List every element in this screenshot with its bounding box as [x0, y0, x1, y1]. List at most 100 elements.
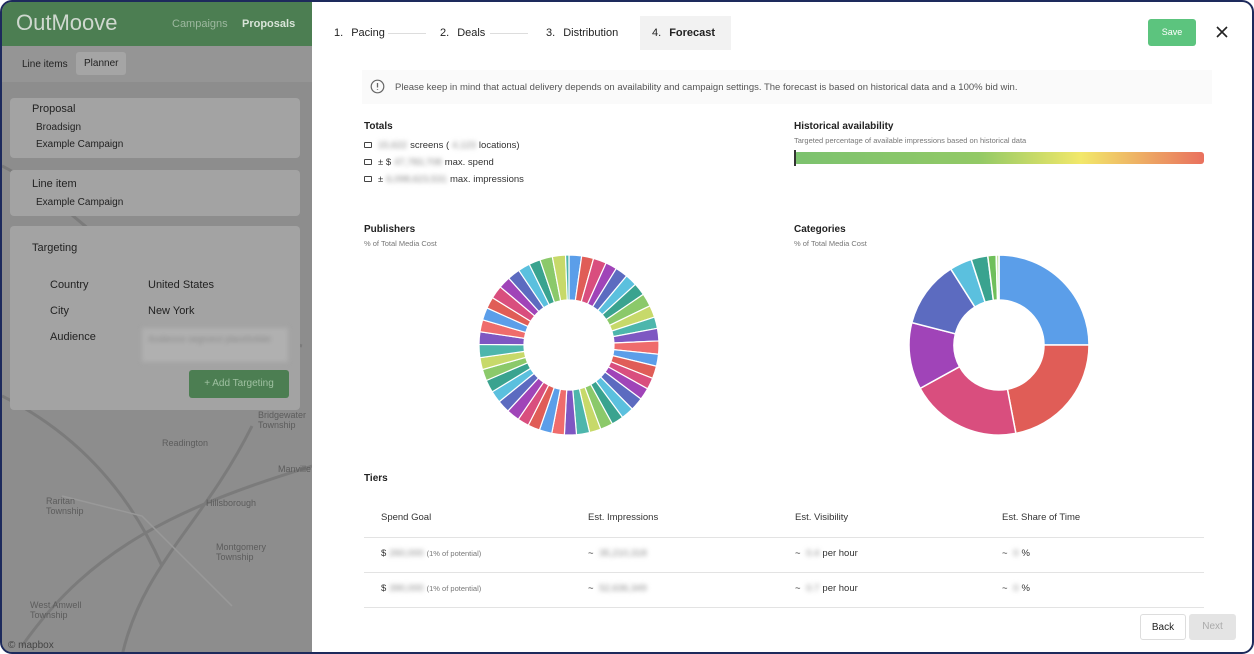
item: Broadsign — [36, 122, 82, 133]
text: ± $ — [378, 157, 392, 168]
icon — [364, 142, 372, 148]
notice-text: Please keep in mind that actual delivery… — [395, 82, 1018, 93]
tab[interactable]: Planner — [76, 52, 127, 75]
total-line: ± $47,783,708 max. spend — [364, 157, 497, 168]
text: $ — [381, 548, 387, 559]
text: ± — [378, 174, 384, 185]
text: per hour — [822, 548, 858, 559]
text: (1% of potential) — [426, 584, 482, 593]
map-label: Manville — [278, 464, 312, 474]
info-icon — [370, 79, 385, 94]
text: ~ — [588, 583, 597, 594]
chart-title: Publishers — [364, 224, 416, 235]
item: Example Campaign — [36, 197, 124, 208]
chart-subtitle: % of Total Media Cost — [794, 239, 867, 248]
pie-slice — [995, 254, 1000, 301]
step-connector — [388, 33, 426, 34]
step-number: 1. — [334, 27, 344, 39]
column-header: Spend Goal — [381, 512, 432, 523]
map-label: Readington — [162, 438, 209, 448]
chart-title: Categories — [794, 224, 846, 235]
text: $ — [381, 583, 387, 594]
item: Example Campaign — [36, 139, 124, 150]
text: ~ — [1002, 548, 1011, 559]
blurred-value: 260,000 — [389, 548, 424, 559]
label: Country — [50, 279, 89, 291]
icon — [364, 176, 372, 182]
step[interactable]: 3. Distribution — [546, 16, 618, 50]
column-header: Est. Impressions — [588, 512, 659, 523]
label: City — [50, 305, 69, 317]
map-label: Bridgewater Township — [258, 410, 307, 430]
section-title: Tiers — [364, 473, 388, 484]
cell: ~ 0.4 per hour — [795, 548, 861, 559]
targeting-card: Targeting Country United States City New… — [10, 226, 300, 410]
add-targeting-button[interactable]: + Add Targeting — [189, 370, 289, 398]
availability-bar — [794, 152, 1204, 164]
top-bar: OutMoove Campaigns Proposals — [2, 2, 312, 46]
section-subtitle: Targeted percentage of available impress… — [794, 136, 1027, 145]
cell: ~ 35,210,318 — [588, 548, 650, 559]
map-attribution: © mapbox — [8, 640, 54, 651]
text: max. impressions — [449, 174, 524, 185]
text: % — [1021, 583, 1030, 594]
step-connector — [490, 33, 528, 34]
label: Audience — [50, 331, 96, 343]
planner-panel: OutMoove Campaigns Proposals Line items … — [2, 2, 312, 652]
notice: Please keep in mind that actual delivery… — [362, 70, 1212, 104]
cell: ~ 0.7 per hour — [795, 583, 861, 594]
section-title: Historical availability — [794, 121, 894, 132]
text: ~ — [1002, 583, 1011, 594]
line-item-card: Line item Example Campaign — [10, 170, 300, 216]
step[interactable]: 2. Deals — [440, 16, 485, 50]
step[interactable]: 4. Forecast — [640, 16, 732, 50]
value: Audience segment placeholder — [142, 328, 288, 362]
cell: ~ 0% — [1002, 548, 1033, 559]
map-label: Hillsborough — [206, 498, 257, 508]
text: ~ — [795, 548, 804, 559]
card-title: Proposal — [32, 103, 76, 115]
blurred-value: 0.4 — [806, 548, 820, 559]
text: ~ — [795, 583, 804, 594]
section-title: Totals — [364, 121, 393, 132]
back-button[interactable]: Back — [1140, 614, 1186, 640]
blurred-value: 52,636,349 — [599, 583, 647, 594]
cell: ~ 52,636,349 — [588, 583, 650, 594]
text: (1% of potential) — [426, 549, 482, 558]
step-label: Forecast — [669, 27, 716, 39]
step-label: Pacing — [351, 27, 385, 39]
step-number: 4. — [652, 27, 662, 39]
step[interactable]: 1. Pacing — [334, 16, 385, 50]
pie-slice — [998, 254, 1090, 346]
blurred-value: 47,783,708 — [394, 157, 442, 168]
cell: $260,000 (1% of potential) — [381, 548, 484, 559]
blurred-value: 390,000 — [389, 583, 424, 594]
total-line: 15,622 screens (4,123 locations) — [364, 140, 523, 151]
step-number: 2. — [440, 27, 450, 39]
value: United States — [148, 279, 215, 291]
text: % — [1021, 548, 1030, 559]
blurred-value: 0 — [1013, 583, 1019, 594]
text: max. spend — [444, 157, 494, 168]
next-button[interactable]: Next — [1189, 614, 1236, 640]
blurred-value: 4,123 — [452, 140, 476, 151]
pie-slice — [1006, 344, 1090, 435]
save-button[interactable]: Save — [1148, 19, 1196, 46]
close-button[interactable] — [1216, 26, 1228, 38]
step-label: Distribution — [563, 27, 619, 39]
column-header: Est. Share of Time — [1002, 512, 1081, 523]
tabs: Line items Planner — [2, 46, 312, 82]
card-title: Targeting — [32, 242, 78, 254]
card-title: Line item — [32, 178, 77, 190]
step-number: 3. — [546, 27, 556, 39]
nav-link[interactable]: Proposals — [242, 18, 296, 30]
icon — [364, 159, 372, 165]
blurred-value: 15,622 — [378, 140, 408, 151]
logo: OutMoove — [16, 10, 118, 35]
forecast-modal: 1. Pacing 2. Deals 3. Distribution 4. Forecast … — [312, 2, 1252, 652]
value: New York — [148, 305, 195, 317]
nav-link[interactable]: Campaigns — [172, 18, 228, 30]
tab[interactable]: Line items — [22, 59, 68, 70]
divider — [364, 537, 1204, 538]
